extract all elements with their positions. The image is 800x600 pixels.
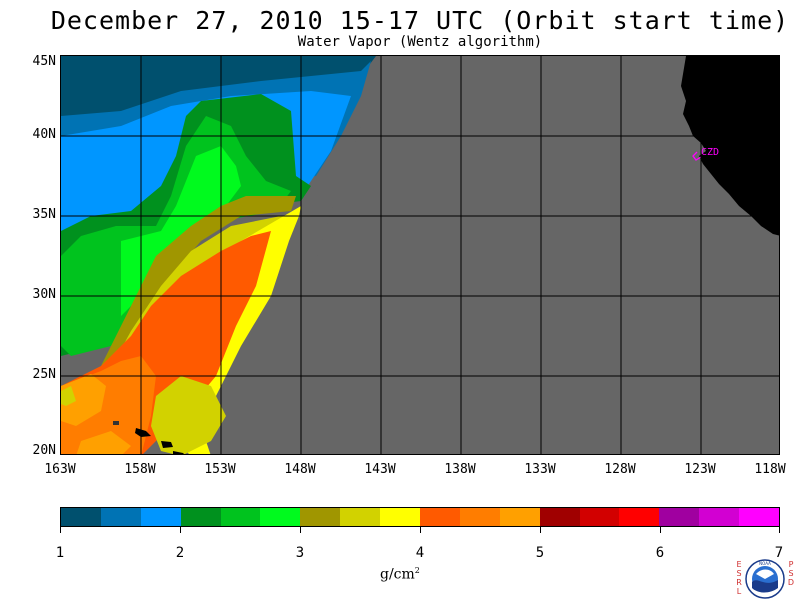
lon-label-148w: 148W bbox=[284, 462, 316, 477]
map-subtitle: Water Vapor (Wentz algorithm) bbox=[297, 34, 543, 50]
colorbar-unit-exponent: 2 bbox=[414, 566, 420, 575]
colorbar-tick-5: 5 bbox=[535, 545, 545, 561]
map-title: December 27, 2010 15-17 UTC (Orbit start… bbox=[50, 6, 790, 35]
swath-edge bbox=[217, 56, 779, 454]
colorbar-tickmark bbox=[420, 527, 421, 533]
colorbar-swatch bbox=[260, 508, 301, 526]
colorbar-swatch bbox=[459, 508, 500, 526]
lon-label-143w: 143W bbox=[364, 462, 396, 477]
colorbar-swatch bbox=[579, 508, 620, 526]
colorbar-tick-7: 7 bbox=[774, 545, 784, 561]
colorbar bbox=[60, 507, 780, 527]
hawaii-islands bbox=[113, 421, 184, 454]
colorbar-swatch bbox=[220, 508, 261, 526]
lon-label-133w: 133W bbox=[524, 462, 556, 477]
lat-label-40n: 40N bbox=[32, 127, 56, 142]
colorbar-tickmark bbox=[300, 527, 301, 533]
map-svg: CZD bbox=[61, 56, 779, 454]
lat-label-30n: 30N bbox=[32, 287, 56, 302]
station-label: CZD bbox=[701, 147, 719, 158]
lat-label-25n: 25N bbox=[32, 367, 56, 382]
colorbar-swatch bbox=[180, 508, 221, 526]
colorbar-tick-1: 1 bbox=[55, 545, 65, 561]
colorbar-tickmark bbox=[180, 527, 181, 533]
colorbar-swatch bbox=[340, 508, 381, 526]
california-land bbox=[681, 56, 779, 236]
colorbar-tickmark bbox=[60, 527, 61, 533]
colorbar-tickmark bbox=[660, 527, 661, 533]
lon-label-163w: 163W bbox=[44, 462, 76, 477]
colorbar-tickmark bbox=[540, 527, 541, 533]
svg-text:NOAA: NOAA bbox=[759, 561, 771, 566]
colorbar-swatch bbox=[619, 508, 660, 526]
colorbar-swatch bbox=[499, 508, 540, 526]
colorbar-swatch bbox=[659, 508, 700, 526]
lon-label-123w: 123W bbox=[684, 462, 716, 477]
colorbar-swatch bbox=[380, 508, 421, 526]
lat-label-45n: 45N bbox=[32, 54, 56, 69]
colorbar-swatch bbox=[300, 508, 341, 526]
noaa-logo-icon: NOAA bbox=[745, 559, 785, 599]
colorbar-swatch bbox=[100, 508, 141, 526]
colorbar-tickmark bbox=[779, 527, 780, 533]
colorbar-swatch bbox=[140, 508, 181, 526]
lon-label-153w: 153W bbox=[204, 462, 236, 477]
colorbar-tick-3: 3 bbox=[295, 545, 305, 561]
lat-label-20n: 20N bbox=[32, 443, 56, 458]
lon-label-138w: 138W bbox=[444, 462, 476, 477]
water-vapor-map: CZD bbox=[60, 55, 780, 455]
colorbar-swatch bbox=[61, 508, 101, 526]
colorbar-unit-text: g/cm bbox=[380, 566, 415, 583]
colorbar-swatch bbox=[699, 508, 740, 526]
lon-label-118w: 118W bbox=[754, 462, 786, 477]
colorbar-swatch bbox=[739, 508, 780, 526]
lon-label-128w: 128W bbox=[604, 462, 636, 477]
lat-label-35n: 35N bbox=[32, 207, 56, 222]
colorbar-tick-2: 2 bbox=[175, 545, 185, 561]
lon-label-158w: 158W bbox=[124, 462, 156, 477]
graticule bbox=[61, 56, 779, 454]
station-marker bbox=[692, 151, 702, 161]
colorbar-tick-4: 4 bbox=[415, 545, 425, 561]
colorbar-swatch bbox=[539, 508, 580, 526]
colorbar-unit: g/cm2 bbox=[380, 566, 420, 583]
colorbar-swatch bbox=[420, 508, 460, 526]
colorbar-tick-6: 6 bbox=[655, 545, 665, 561]
